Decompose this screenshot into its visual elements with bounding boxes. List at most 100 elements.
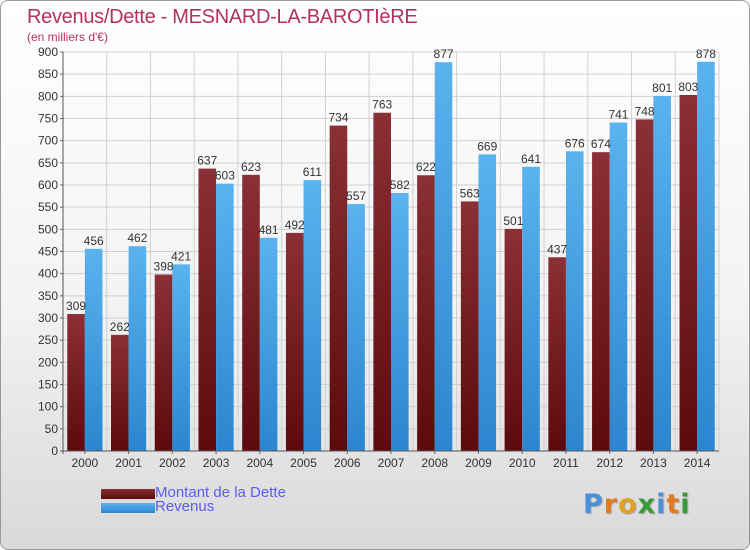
bar-dette [373,112,391,451]
bar-dette [460,201,479,451]
data-label: 748 [635,104,655,118]
data-label: 563 [460,186,480,200]
y-tick-label: 900 [38,45,58,59]
bar-dette [285,232,304,451]
bar-dette [548,257,566,451]
bar-dette [635,119,654,452]
x-tick-label: 2013 [640,456,667,470]
bar-dette [67,314,85,451]
x-tick-label: 2003 [203,456,230,470]
x-tick-label: 2000 [72,456,99,470]
chart-title: Revenus/Dette - MESNARD-LA-BAROTIèRE [27,6,418,28]
x-tick-label: 2012 [596,456,623,470]
logo-letter: x [637,489,657,520]
chart-subtitle: (en milliers d'€) [27,30,108,44]
logo-letter: r [603,489,619,520]
legend-swatch-revenus [101,503,155,513]
data-label: 637 [197,154,217,168]
bar-revenus [347,204,365,451]
data-label: 741 [608,107,628,121]
bar-dette [329,125,348,452]
bar-revenus [84,248,103,451]
bar-revenus [609,122,628,452]
y-tick-label: 400 [38,267,58,281]
axes: 0 50 100 150 200 250 300 350 400 450 500 550 600 650 7… [38,45,719,470]
y-tick-label: 200 [38,355,58,369]
x-tick-label: 2002 [159,456,186,470]
data-label: 877 [434,47,454,61]
bar-revenus [391,192,409,452]
bar-revenus [565,151,584,451]
data-label: 623 [241,160,261,174]
data-label: 801 [652,81,672,95]
bars [67,61,715,452]
data-label: 734 [328,111,348,125]
y-tick-label: 550 [38,200,58,214]
y-tick-label: 800 [38,89,58,103]
legend-label-debt: Montant de la Dette [155,484,286,501]
x-tick-label: 2005 [290,456,317,470]
y-tick-label: 850 [38,67,58,81]
x-tick-label: 2001 [115,456,142,470]
data-label: 557 [346,189,366,203]
x-tick-label: 2009 [465,456,492,470]
data-label: 622 [416,160,436,174]
y-tick-label: 650 [38,156,58,170]
data-label: 669 [477,139,497,153]
data-label: 492 [285,218,305,232]
y-tick-label: 350 [38,289,58,303]
legend-label-revenus: Revenus [155,498,215,515]
data-label: 501 [503,214,523,228]
y-tick-label: 600 [38,178,58,192]
y-tick-label: 450 [38,245,58,259]
data-label: 676 [565,136,585,150]
data-label: 878 [696,47,716,61]
data-label: 398 [154,260,174,274]
x-tick-label: 2006 [334,456,361,470]
bar-revenus [522,166,540,451]
y-tick-label: 700 [38,134,58,148]
data-label: 462 [127,231,147,245]
y-tick-label: 250 [38,333,58,347]
data-label: 582 [390,178,410,192]
x-tick-label: 2008 [421,456,448,470]
x-tick-label: 2007 [378,456,405,470]
bar-revenus [653,95,671,451]
data-label: 603 [215,169,235,183]
bar-revenus [434,62,453,452]
data-label: 309 [66,299,86,313]
legend-swatch-debt [101,489,155,499]
logo-letter: P [583,489,604,520]
y-tick-label: 100 [38,400,58,414]
data-label: 456 [84,234,104,248]
data-label: 803 [678,80,698,94]
y-tick-label: 150 [38,378,58,392]
data-label: 763 [372,98,392,112]
bar-revenus [478,154,497,451]
bar-revenus [172,264,190,451]
bar-dette [592,152,610,451]
logo-letter: i [680,489,691,520]
data-label: 262 [110,320,130,334]
y-tick-label: 0 [51,444,58,458]
bar-dette [154,274,173,451]
x-tick-label: 2010 [509,456,536,470]
y-tick-label: 300 [38,311,58,325]
data-label: 674 [591,137,611,151]
bar-dette [417,175,435,451]
y-tick-label: 750 [38,112,58,126]
x-tick-label: 2004 [246,456,273,470]
logo-letter: i [656,489,667,520]
data-label: 641 [521,152,541,166]
x-tick-label: 2011 [553,456,579,470]
data-label: 437 [547,242,567,256]
data-label: 421 [171,249,191,263]
bar-revenus [216,183,234,452]
bar-revenus [128,246,147,451]
bar-revenus [303,180,322,451]
proxiti-logo: Proxiti [583,489,691,520]
x-tick-label: 2014 [684,456,711,470]
